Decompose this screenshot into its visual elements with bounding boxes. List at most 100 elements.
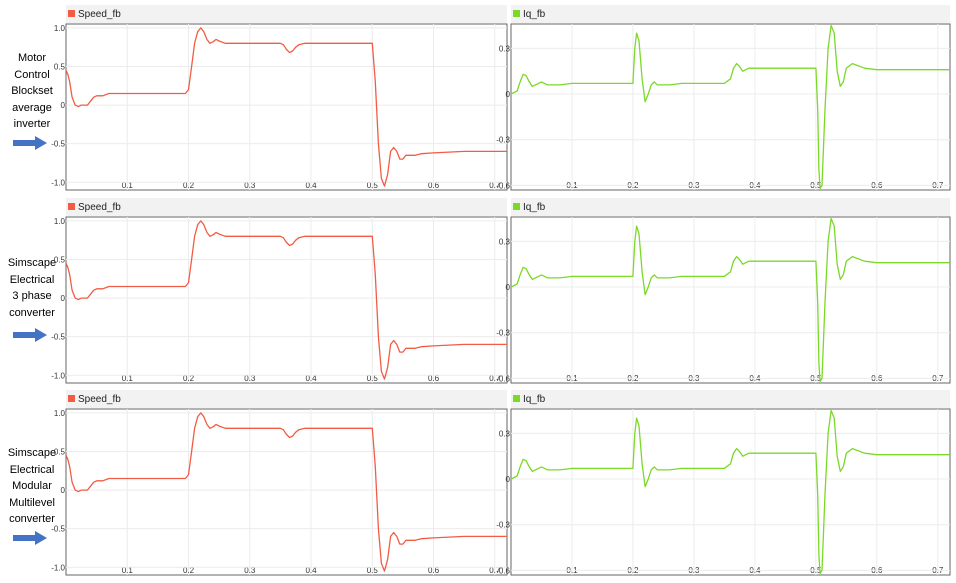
legend-swatch [513, 10, 520, 17]
y-tick-label: 1.0 [54, 24, 66, 33]
y-tick-label: 0.5 [54, 255, 66, 264]
x-tick-label: 0.7 [489, 181, 501, 190]
legend-label: Iq_fb [523, 394, 546, 405]
arrow-shape [13, 328, 47, 342]
series-line [510, 409, 950, 575]
row-label-line: converter [9, 513, 55, 525]
series-line [65, 27, 507, 187]
x-tick-label: 0.5 [367, 566, 379, 575]
series-line [510, 217, 950, 383]
row-label-3: Simscape Electrical Modular Multilevel c… [0, 445, 64, 528]
scope-panel: Speed_fb 0.1 0.2 0.3 0.4 0.5 0.6 0.7 1.0 0.5 0 -0.5… [51, 390, 508, 576]
x-tick-label: 0.2 [183, 374, 195, 383]
series-line [510, 24, 950, 190]
row-label-line: inverter [13, 118, 51, 130]
legend-swatch [513, 203, 520, 210]
legend-label: Iq_fb [523, 202, 546, 213]
arrow-shape [13, 136, 47, 150]
legend-bar [511, 5, 950, 23]
y-tick-label: -0.3 [496, 329, 510, 338]
row-label-line: average [12, 101, 52, 114]
x-tick-label: 0.7 [489, 566, 501, 575]
y-tick-label: 0.3 [499, 237, 511, 246]
y-tick-label: -0.3 [496, 136, 510, 145]
y-tick-label: -0.5 [51, 140, 65, 149]
arrow-shape [13, 531, 47, 545]
scope-panel: Speed_fb 0.1 0.2 0.3 0.4 0.5 0.6 0.7 1.0 0.5 0 -0.5… [51, 198, 508, 384]
series-line [65, 220, 507, 380]
y-tick-label: 0.5 [54, 447, 66, 456]
legend-bar [66, 5, 507, 23]
x-tick-label: 0.6 [428, 566, 440, 575]
plot-frame [510, 216, 951, 384]
arrow-right-icon [13, 328, 47, 342]
row-label-line: Modular [12, 480, 52, 492]
legend-bar [66, 390, 507, 408]
x-tick-label: 0.2 [183, 181, 195, 190]
y-tick-label: 0.3 [499, 429, 511, 438]
scope-panel: Iq_fb0.1 0.2 0.3 0.4 0.5 0.6 0.70.30-0.3-0.6 [496, 198, 951, 384]
y-tick-label: -1.0 [51, 371, 65, 380]
y-tick-label: 0 [506, 475, 511, 484]
y-tick-label: -0.6 [496, 566, 510, 575]
y-tick-label: 0 [61, 294, 66, 303]
legend-bar [511, 390, 950, 408]
y-tick-label: 1.0 [54, 217, 66, 226]
legend-label: Speed_fb [78, 202, 121, 213]
x-tick-label: 0.6 [428, 374, 440, 383]
y-tick-label: -0.6 [496, 181, 510, 190]
legend-swatch [513, 395, 520, 402]
y-tick-label: 0 [506, 283, 511, 292]
row-label-line: Electrical [9, 463, 55, 476]
y-tick-label: -1.0 [51, 178, 65, 187]
x-tick-label: 0.5 [367, 374, 379, 383]
row-label-line: converter [9, 306, 55, 319]
row-label-2: Simscape Electrical 3 phase converter [0, 255, 64, 321]
x-tick-label: 0.3 [244, 181, 256, 190]
legend-swatch [68, 10, 75, 17]
y-tick-label: 0.5 [54, 62, 66, 71]
row-label-line: 3 phase [12, 290, 52, 302]
x-tick-label: 0.1 [122, 181, 134, 190]
row-label-line: Electrical [9, 273, 55, 286]
scope-panel: Iq_fb0.1 0.2 0.3 0.4 0.5 0.6 0.70.30-0.3-0.6 [496, 390, 951, 576]
row-label-line: Control [14, 68, 50, 81]
arrow-right-icon [13, 531, 47, 545]
plot-frame [510, 23, 951, 191]
y-tick-label: 0.3 [499, 44, 511, 53]
x-tick-label: 0.7 [489, 374, 501, 383]
legend-label: Iq_fb [523, 9, 546, 20]
row-label-line: Blockset [11, 85, 53, 97]
row-label-line: Motor [17, 52, 47, 64]
y-tick-label: -1.0 [51, 563, 65, 572]
y-tick-label: -0.3 [496, 521, 510, 530]
x-tick-label: 0.4 [305, 374, 317, 383]
x-tick-label: 0.2 [183, 566, 195, 575]
x-tick-label: 0.1 [122, 374, 134, 383]
legend-bar [66, 198, 507, 216]
legend-label: Speed_fb [78, 9, 121, 20]
x-tick-label: 0.4 [305, 566, 317, 575]
legend-swatch [68, 395, 75, 402]
x-tick-label: 0.4 [305, 181, 317, 190]
x-tick-label: 0.1 [122, 566, 134, 575]
y-tick-label: 0 [61, 101, 66, 110]
series-line [65, 412, 507, 572]
arrow-right-icon [13, 136, 47, 150]
y-tick-label: 0 [506, 90, 511, 99]
x-tick-label: 0.5 [367, 181, 379, 190]
y-tick-label: -0.5 [51, 525, 65, 534]
legend-label: Speed_fb [78, 394, 121, 405]
y-tick-label: -0.6 [496, 374, 510, 383]
legend-swatch [68, 203, 75, 210]
x-tick-label: 0.6 [428, 181, 440, 190]
row-label-1: Motor Control Blockset average inverter [0, 50, 64, 133]
scope-panel: Speed_fb 0.1 0.2 0.3 0.4 0.5 0.6 0.7 1.0 0.5 0 -0.5… [51, 5, 508, 191]
row-label-line: Simscape [7, 257, 57, 269]
row-label-line: Simscape [7, 447, 57, 459]
y-tick-label: -0.5 [51, 333, 65, 342]
x-tick-label: 0.3 [244, 374, 256, 383]
plot-frame [510, 408, 951, 576]
x-tick-label: 0.3 [244, 566, 256, 575]
